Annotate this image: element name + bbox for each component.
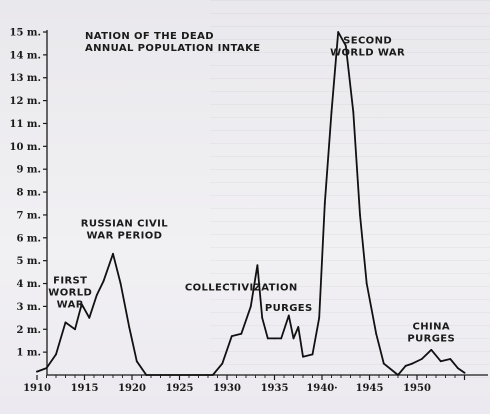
y-tick-label: 1 m.: [16, 348, 41, 359]
data-point: [439, 360, 442, 363]
data-point: [449, 358, 452, 360]
data-point: [297, 326, 300, 328]
annotation-label: WAR PERIOD: [86, 230, 162, 241]
x-tick-label: 1925: [166, 383, 194, 394]
annotation-label: PURGES: [265, 303, 313, 314]
annotation-label: RUSSIAN CIVIL: [81, 218, 168, 229]
x-tick-label: 1945: [356, 383, 384, 394]
x-tick-label: 1915: [71, 383, 99, 394]
y-tick-label: 3 m.: [16, 302, 41, 313]
annotation-label: WAR: [57, 300, 84, 311]
data-point: [128, 326, 131, 328]
y-tick-label: 14 m.: [10, 50, 41, 61]
data-point: [323, 202, 326, 205]
data-point: [240, 332, 243, 335]
data-point: [404, 364, 407, 367]
y-tick-label: 9 m.: [16, 165, 41, 176]
y-tick-label: 6 m.: [16, 233, 41, 244]
y-tick-label: 2 m.: [16, 325, 41, 336]
data-point: [302, 355, 304, 358]
annotation-label: WORLD: [48, 288, 92, 299]
data-point: [456, 367, 459, 370]
data-point: [95, 294, 98, 296]
data-point: [221, 362, 224, 365]
data-point: [261, 316, 264, 319]
annotation-label: CHINA: [412, 321, 450, 332]
data-point: [344, 44, 347, 47]
data-point: [36, 370, 38, 373]
y-tick-label: 13 m.: [10, 73, 41, 84]
x-tick-label: 1935: [261, 383, 289, 394]
y-tick-label: 7 m.: [16, 210, 41, 221]
data-point: [135, 360, 138, 363]
chart-title-line: NATION OF THE DEAD: [85, 31, 214, 42]
x-tick-label: 1940·: [306, 383, 337, 394]
data-point: [55, 353, 57, 356]
data-point: [365, 282, 368, 285]
annotation-label: FIRST: [53, 276, 87, 287]
y-tick-label: 8 m.: [16, 188, 41, 199]
data-point: [420, 358, 423, 360]
data-point: [249, 305, 252, 308]
data-point: [64, 321, 67, 324]
x-axis: 1910 1915 1920 1925 1930 1935 1940· 1945 1950: [23, 374, 488, 394]
data-point: [230, 335, 233, 338]
data-point: [397, 374, 399, 376]
data-point: [382, 362, 385, 365]
data-point: [256, 264, 259, 267]
data-point: [463, 371, 466, 374]
data-point: [411, 362, 414, 365]
data-point: [352, 111, 355, 113]
data-point: [145, 374, 148, 376]
data-point: [280, 337, 283, 340]
data-point: [273, 337, 276, 340]
data-point: [337, 31, 340, 33]
data-point: [330, 111, 333, 113]
data-point: [102, 280, 105, 283]
data-point: [112, 252, 114, 255]
data-point: [287, 314, 290, 317]
data-point: [88, 316, 91, 319]
data-point: [80, 303, 83, 306]
x-tick-label: 1930: [213, 383, 241, 394]
data-point: [311, 353, 314, 356]
x-tick-label: 1950: [403, 383, 431, 394]
y-tick-label: 10 m.: [10, 142, 41, 153]
chart-title-line: ANNUAL POPULATION INTAKE: [85, 43, 260, 54]
y-tick-label: 15 m.: [10, 28, 41, 39]
y-tick-label: 11 m.: [10, 119, 41, 130]
data-point: [45, 367, 48, 370]
y-axis: 1 m. 2 m. 3 m. 4 m. 5 m. 6 m. 7 m. 8 m. 9 m. 10 m…: [10, 28, 48, 375]
y-tick-label: 5 m.: [16, 256, 41, 267]
x-tick-label: 1920: [118, 383, 146, 394]
x-tick-label: 1910: [23, 383, 51, 394]
data-point: [119, 282, 122, 285]
y-tick-label: 12 m.: [10, 96, 41, 107]
annotation-label: SECOND: [343, 35, 392, 46]
data-point: [74, 328, 76, 331]
data-point: [430, 348, 433, 351]
series-line: [36, 31, 466, 376]
data-point: [211, 374, 214, 376]
annotation-label: PURGES: [407, 333, 455, 344]
data-point: [359, 214, 361, 216]
data-point: [318, 316, 321, 319]
y-tick-label: 4 m.: [16, 279, 41, 290]
data-point: [292, 337, 295, 340]
data-point: [375, 332, 378, 335]
annotation-label: COLLECTIVIZATION: [185, 282, 298, 293]
series-layer: [36, 31, 466, 376]
data-point: [266, 337, 269, 340]
annotation-label: WORLD WAR: [330, 47, 405, 58]
